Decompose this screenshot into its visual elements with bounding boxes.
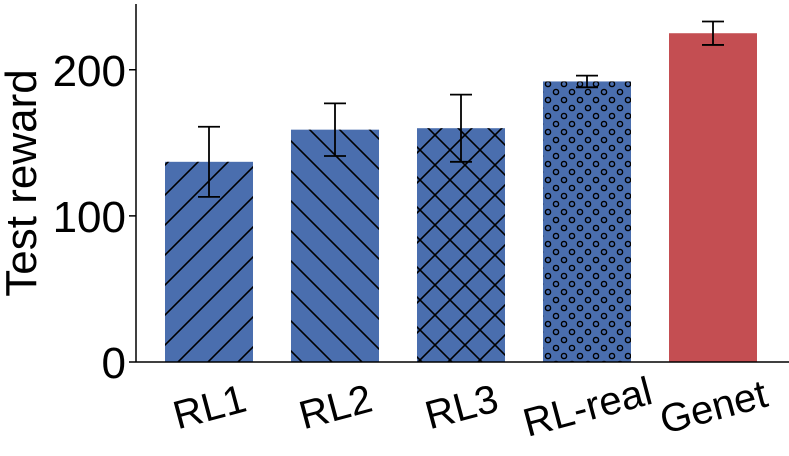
error-bar-rl-real — [576, 74, 598, 89]
x-tick-label-rl1: RL1 — [168, 377, 250, 438]
error-bar-rl3 — [450, 93, 472, 163]
y-tick-label-100: 100 — [53, 193, 126, 242]
bar-hatch-rl2 — [291, 129, 379, 362]
error-bar-rl2 — [324, 102, 346, 157]
bar-hatch-rl3 — [417, 128, 505, 362]
bar-genet — [669, 33, 757, 363]
x-tick-label-rl2: RL2 — [294, 377, 376, 438]
bar-hatch-rl-real — [543, 81, 631, 363]
error-bar-genet — [702, 20, 724, 46]
y-tick-label-200: 200 — [53, 47, 126, 96]
x-tick-label-genet: Genet — [655, 372, 772, 443]
x-tick-label-rl-real: RL-real — [519, 369, 657, 445]
error-bar-rl1 — [198, 125, 220, 198]
y-axis-title: Test reward — [0, 69, 46, 296]
x-tick-label-rl3: RL3 — [420, 377, 502, 438]
y-tick-label-0: 0 — [102, 339, 126, 388]
